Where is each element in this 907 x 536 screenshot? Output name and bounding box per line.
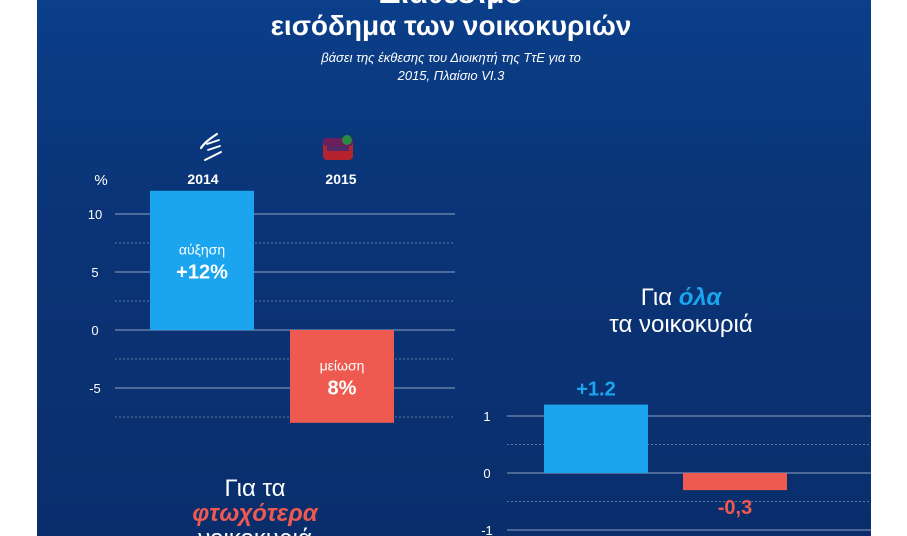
value-label: -0,3	[718, 497, 752, 519]
subtitle-line1: βάσει της έκθεσης του Διοικητή της ΤτΕ γ…	[320, 50, 581, 65]
category-label-2015: 2015	[325, 171, 356, 187]
nd-party-logo-icon	[199, 132, 222, 161]
right-title-part1: Για	[641, 284, 679, 311]
bar-2014	[544, 404, 648, 473]
chart-poorest-households: % 2014 2015 10 5 0 -5 αύξηση +12% μείωση 8% Γι…	[88, 132, 455, 536]
y-tick-label: 5	[91, 265, 98, 280]
y-tick-label: -1	[481, 523, 493, 536]
right-title-line2: τα νοικοκυριά	[609, 311, 753, 338]
bar-label-line1: μείωση	[320, 357, 365, 373]
y-tick-label: 1	[483, 409, 490, 424]
y-tick-label: -5	[89, 381, 101, 396]
caption-line2: φτωχότερα	[192, 500, 318, 527]
bar-label-line1: αύξηση	[179, 241, 225, 257]
bar-2015	[290, 330, 394, 423]
syriza-party-logo-icon	[323, 135, 353, 160]
value-label: +1.2	[576, 379, 615, 401]
y-tick-label: 0	[483, 466, 490, 481]
title-line1: Διαθέσιμο	[379, 0, 523, 10]
subtitle-line2: 2015, Πλαίσιο VI.3	[397, 68, 506, 83]
y-tick-label: 10	[88, 207, 102, 222]
unit-label: %	[94, 172, 107, 189]
infographic-panel: Διαθέσιμο εισόδημα των νοικοκυριών βάσει…	[37, 0, 871, 536]
caption-line3: νοικοκυριά	[198, 525, 312, 536]
bar-label-line2: +12%	[176, 261, 228, 283]
infographic-svg: Διαθέσιμο εισόδημα των νοικοκυριών βάσει…	[88, 0, 871, 536]
category-label-2014: 2014	[187, 171, 218, 187]
bar-2014	[150, 190, 254, 330]
bar-2015	[683, 473, 787, 491]
y-tick-label: 0	[91, 323, 98, 338]
right-title-highlight: όλα	[679, 284, 723, 311]
right-title-line1: Για όλα	[641, 284, 723, 311]
caption-line1: Για τα	[224, 475, 285, 502]
chart-all-households: Για όλα τα νοικοκυριά 1 0 -1 +1.2 -0,3	[481, 284, 871, 536]
title-line2: εισόδημα των νοικοκυριών	[271, 10, 632, 41]
bar-label-line2: 8%	[328, 377, 357, 399]
